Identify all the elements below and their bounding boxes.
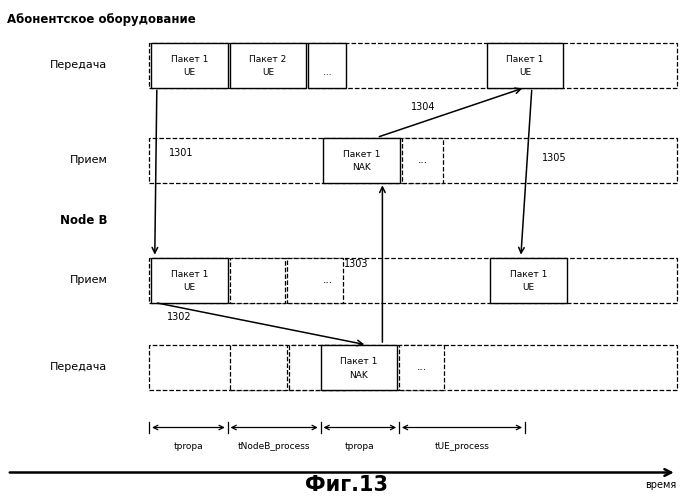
FancyBboxPatch shape xyxy=(151,258,228,302)
Text: 1305: 1305 xyxy=(542,152,567,162)
Text: 1302: 1302 xyxy=(167,312,192,322)
Text: tNodeB_process: tNodeB_process xyxy=(238,442,310,451)
Text: tpropa: tpropa xyxy=(174,442,203,451)
FancyBboxPatch shape xyxy=(323,138,400,182)
Text: UE: UE xyxy=(183,68,196,77)
FancyBboxPatch shape xyxy=(486,42,563,88)
FancyBboxPatch shape xyxy=(149,138,677,182)
Text: 1303: 1303 xyxy=(344,259,369,269)
Text: UE: UE xyxy=(262,68,274,77)
FancyBboxPatch shape xyxy=(149,258,677,302)
Text: Пакет 1: Пакет 1 xyxy=(506,54,543,64)
Text: UE: UE xyxy=(523,283,534,292)
Text: 1301: 1301 xyxy=(169,148,194,158)
FancyBboxPatch shape xyxy=(402,138,443,182)
Text: Пакет 1: Пакет 1 xyxy=(509,270,547,278)
Text: ...: ... xyxy=(418,155,428,165)
Text: NAK: NAK xyxy=(349,370,369,380)
FancyBboxPatch shape xyxy=(289,345,346,390)
FancyBboxPatch shape xyxy=(230,345,287,390)
Text: Node B: Node B xyxy=(60,214,108,226)
FancyBboxPatch shape xyxy=(308,42,346,88)
FancyBboxPatch shape xyxy=(230,258,285,302)
Text: NAK: NAK xyxy=(352,163,371,172)
Text: Пакет 1: Пакет 1 xyxy=(343,150,380,158)
Text: Пакет 1: Пакет 1 xyxy=(340,357,378,366)
FancyBboxPatch shape xyxy=(399,345,444,390)
Text: tpropa: tpropa xyxy=(345,442,375,451)
Text: Прием: Прием xyxy=(69,275,108,285)
FancyBboxPatch shape xyxy=(230,42,306,88)
FancyBboxPatch shape xyxy=(149,345,677,390)
Text: Фиг.13: Фиг.13 xyxy=(305,475,389,495)
Text: UE: UE xyxy=(183,283,196,292)
Text: Передача: Передача xyxy=(51,60,108,70)
FancyBboxPatch shape xyxy=(149,42,677,88)
Text: время: время xyxy=(645,480,677,490)
Text: ...: ... xyxy=(323,68,332,77)
Text: Пакет 1: Пакет 1 xyxy=(171,270,208,278)
FancyBboxPatch shape xyxy=(321,345,397,390)
Text: Абонентское оборудование: Абонентское оборудование xyxy=(7,12,196,26)
Text: 1304: 1304 xyxy=(411,102,435,113)
Text: ...: ... xyxy=(323,275,332,285)
Text: Передача: Передача xyxy=(51,362,108,372)
Text: Прием: Прием xyxy=(69,155,108,165)
Text: UE: UE xyxy=(519,68,531,77)
Text: Пакет 2: Пакет 2 xyxy=(249,54,287,64)
Text: Пакет 1: Пакет 1 xyxy=(171,54,208,64)
Text: tUE_process: tUE_process xyxy=(434,442,489,451)
FancyBboxPatch shape xyxy=(151,42,228,88)
Text: ...: ... xyxy=(416,362,427,372)
FancyBboxPatch shape xyxy=(490,258,566,302)
FancyBboxPatch shape xyxy=(287,258,343,302)
